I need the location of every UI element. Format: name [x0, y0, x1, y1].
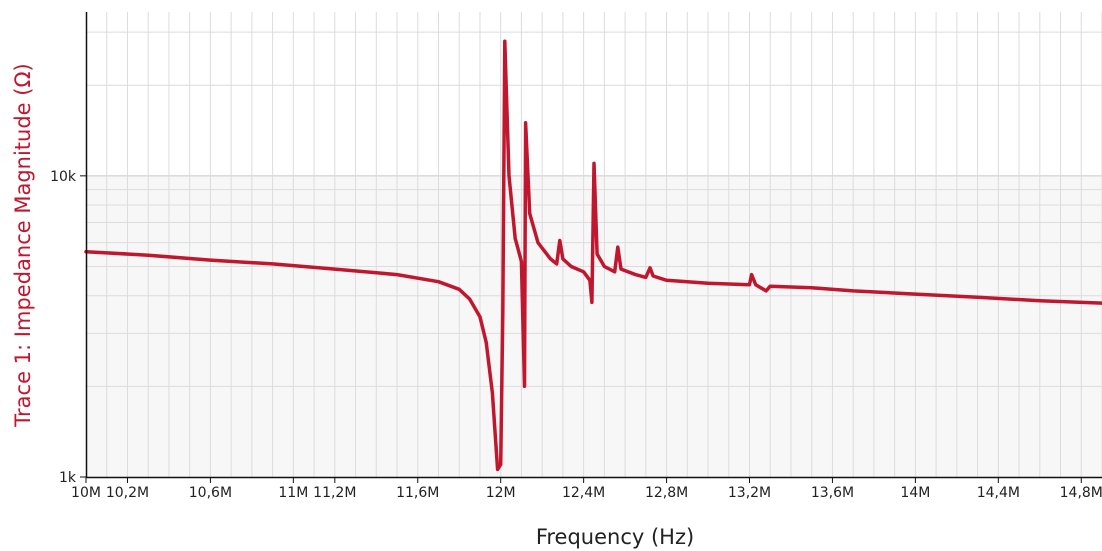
y-axis-title: Trace 1: Impedance Magnitude (Ω): [11, 63, 35, 427]
ticks: 10M 10,2M 10,6M 11M 11,2M 11,6M 12M 12,4M 12,8M 1…: [50, 169, 1102, 501]
x-tick-label: 11,6M: [396, 485, 439, 501]
x-tick-label: 13,6M: [811, 485, 854, 501]
series-line-1: [84, 39, 1102, 472]
x-tick-label: 13,2M: [728, 485, 771, 501]
x-tick-label: 11M: [278, 485, 308, 501]
x-tick-label: 14,4M: [977, 485, 1020, 501]
x-tick-label: 14,8M: [1060, 485, 1102, 501]
grid-band: [86, 12, 1102, 176]
data-layer: [84, 39, 1102, 472]
y-tick-label: 1k: [59, 470, 77, 486]
x-tick-label: 12,8M: [645, 485, 688, 501]
x-axis-title: Frequency (Hz): [536, 525, 694, 549]
x-tick-label: 10,2M: [106, 485, 149, 501]
x-tick-label: 12,4M: [562, 485, 605, 501]
x-tick-label: 10,6M: [189, 485, 232, 501]
x-tick-label: 14M: [900, 485, 930, 501]
y-tick-label: 10k: [50, 169, 77, 185]
x-tick-label: 10M: [71, 485, 101, 501]
x-tick-label: 12M: [486, 485, 516, 501]
x-tick-label: 11,2M: [313, 485, 356, 501]
